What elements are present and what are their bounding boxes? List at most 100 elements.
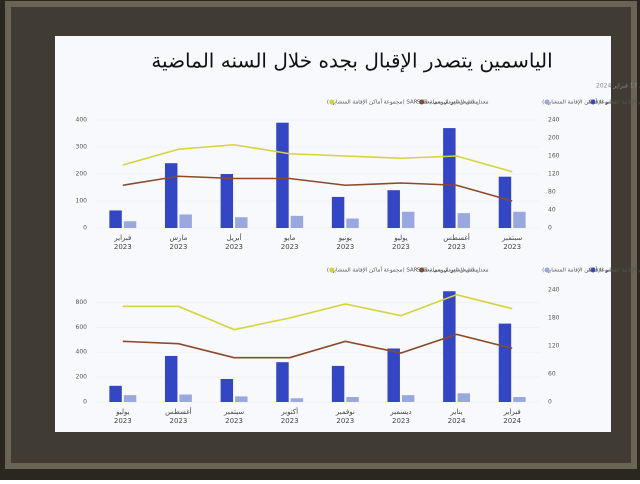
x-tick-sublabel: 2024: [448, 417, 466, 425]
bar: [513, 397, 526, 402]
legend-marker: [419, 99, 425, 105]
bar: [290, 215, 304, 228]
y2-tick-label: 120: [548, 171, 560, 178]
y-tick-label: 300: [76, 144, 88, 151]
y-tick-label: 400: [76, 117, 88, 124]
bar: [346, 218, 359, 228]
y2-tick-label: 200: [548, 135, 560, 142]
x-tick-label: أغسطس: [165, 407, 192, 416]
x-tick-label: يوليو: [115, 408, 129, 416]
legend-marker: [329, 267, 335, 273]
bar: [331, 196, 345, 228]
x-tick-label: يونيو: [338, 234, 352, 242]
y-tick-label: 0: [83, 225, 87, 232]
bar: [164, 163, 178, 228]
y2-tick-label: 180: [548, 315, 560, 322]
bar: [401, 395, 415, 402]
legend-marker: [544, 99, 550, 105]
legend-label: ليالي الإقامة (مجموعة أماكن الإقامة المت…: [542, 266, 640, 274]
legend-label: معدل السعر اليومي بعملة SAR (مجموعة أماك…: [327, 266, 478, 274]
x-tick-label: يوليو: [393, 234, 407, 242]
bar: [290, 398, 304, 402]
bar: [235, 217, 248, 228]
bar: [387, 190, 400, 228]
x-tick-label: سبتمبر: [501, 234, 522, 242]
bar: [331, 365, 345, 402]
legend-marker: [329, 99, 335, 105]
legend-marker: [544, 267, 550, 273]
x-tick-sublabel: 2023: [281, 243, 299, 251]
bar: [498, 323, 512, 402]
bar: [164, 355, 178, 402]
x-tick-sublabel: 2023: [225, 417, 243, 425]
x-tick-label: سبتمبر: [223, 408, 244, 416]
x-tick-label: يناير: [450, 408, 463, 416]
x-tick-sublabel: 2023: [225, 243, 243, 251]
x-tick-sublabel: 2023: [170, 243, 188, 251]
x-tick-label: أكتوبر: [280, 407, 298, 416]
x-tick-label: أغسطس: [443, 233, 470, 242]
x-tick-sublabel: 2023: [170, 417, 188, 425]
bar: [276, 122, 289, 228]
legend-label: ليالي الإقامة: [588, 268, 616, 274]
bar: [387, 348, 400, 402]
y2-tick-label: 0: [548, 399, 552, 406]
bar: [443, 291, 456, 402]
bar: [443, 128, 456, 228]
legend-label: ليالي الإقامة: [588, 100, 616, 106]
y2-tick-label: 240: [548, 117, 560, 124]
y2-tick-label: 80: [548, 189, 556, 196]
y-tick-label: 100: [76, 198, 88, 205]
y2-tick-label: 120: [548, 343, 560, 350]
x-tick-sublabel: 2023: [392, 243, 410, 251]
legend-label: معدل السعر اليومي بعملة SAR: [417, 100, 489, 106]
bar: [220, 174, 234, 228]
x-tick-sublabel: 2023: [114, 417, 132, 425]
x-tick-label: فبراير: [503, 408, 521, 416]
y-tick-label: 800: [76, 299, 88, 306]
line: [122, 143, 513, 173]
x-tick-label: ديسمبر: [389, 408, 411, 416]
y-tick-label: 400: [76, 349, 88, 356]
bar: [235, 396, 248, 402]
bar: [457, 213, 471, 228]
x-tick-sublabel: 2023: [336, 243, 354, 251]
x-tick-label: فبراير: [113, 234, 131, 242]
x-tick-sublabel: 2023: [392, 417, 410, 425]
legend-label: معدل السعر اليومي بعملة SAR (مجموعة أماك…: [327, 98, 478, 106]
bar: [179, 214, 192, 228]
bar: [220, 378, 234, 402]
bar: [179, 394, 192, 402]
x-tick-sublabel: 2023: [114, 243, 132, 251]
legend-label: ليالي الإقامة (مجموعة أماكن الإقامة المت…: [542, 98, 640, 106]
x-tick-sublabel: 2023: [281, 417, 299, 425]
legend-marker: [590, 267, 596, 273]
x-tick-sublabel: 2024: [503, 417, 521, 425]
bar: [498, 176, 512, 228]
x-tick-label: أبريل: [227, 233, 242, 242]
y-tick-label: 600: [76, 324, 88, 331]
y2-tick-label: 40: [548, 207, 556, 214]
y2-tick-label: 0: [548, 225, 552, 232]
bar: [276, 362, 289, 402]
bar: [457, 393, 471, 402]
legend-label: معدل السعر اليومي بعملة SAR: [417, 268, 489, 274]
y-tick-label: 200: [76, 171, 88, 178]
x-tick-sublabel: 2023: [336, 417, 354, 425]
x-tick-label: مايو: [283, 234, 296, 242]
x-tick-sublabel: 2023: [448, 243, 466, 251]
bar: [109, 385, 122, 402]
x-tick-label: نوفمبر: [335, 408, 355, 416]
x-tick-label: مارس: [170, 234, 188, 242]
line: [122, 175, 513, 202]
y-tick-label: 200: [76, 374, 88, 381]
chart-title: الياسمين يتصدر الإقبال بجده خلال السنه ا…: [151, 49, 552, 73]
line: [122, 293, 513, 331]
x-tick-sublabel: 2023: [503, 243, 521, 251]
legend-marker: [419, 267, 425, 273]
bar: [123, 221, 137, 228]
y2-tick-label: 240: [548, 287, 560, 294]
bar: [513, 211, 526, 228]
